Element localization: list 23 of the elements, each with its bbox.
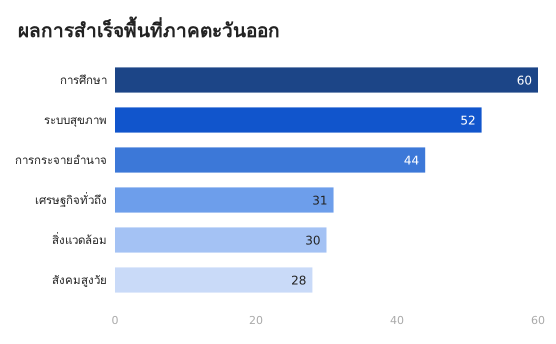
chart-title: ผลการสำเร็จพื้นที่ภาคตะวันออก (18, 16, 280, 42)
data-label: 31 (312, 194, 328, 208)
bar (115, 147, 426, 173)
data-label: 28 (291, 274, 306, 288)
y-tick-label: เศรษฐกิจทั่วถึง (35, 192, 107, 207)
y-tick-label: ระบบสุขภาพ (44, 113, 107, 127)
bar (115, 267, 312, 293)
bar (115, 107, 482, 133)
y-tick-label: การศึกษา (60, 73, 107, 87)
data-label: 60 (516, 74, 532, 88)
data-label: 30 (305, 234, 320, 248)
y-tick-label: การกระจายอำนาจ (15, 153, 107, 167)
data-label: 52 (460, 114, 476, 128)
bar (115, 227, 326, 253)
x-tick-label: 60 (531, 314, 545, 327)
bar (115, 67, 538, 93)
y-tick-label: สิ่งแวดล้อม (52, 232, 107, 247)
x-tick-label: 0 (112, 314, 118, 327)
y-tick-label: สังคมสูงวัย (52, 273, 107, 287)
bar (115, 187, 334, 213)
x-tick-label: 20 (249, 314, 263, 327)
x-tick-label: 40 (390, 314, 404, 327)
data-label: 44 (404, 154, 420, 168)
